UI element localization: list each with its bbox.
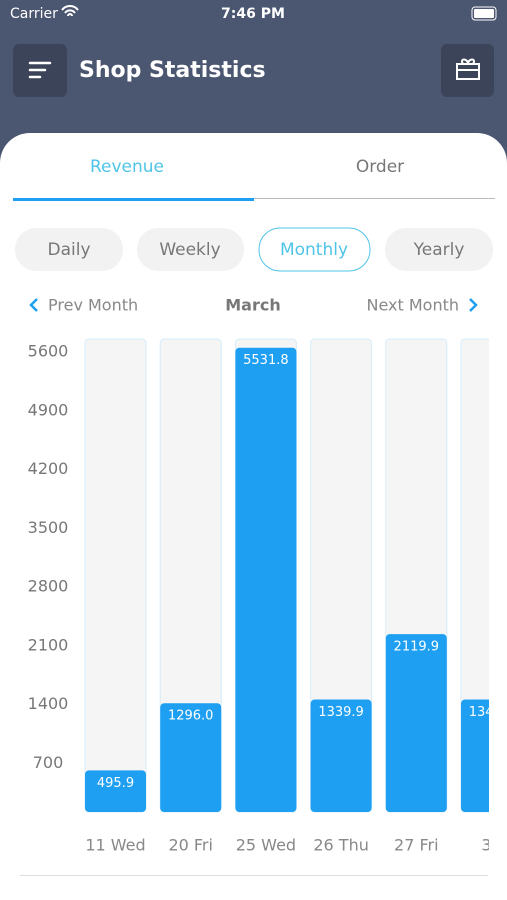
period-label: Yearly [413,240,465,260]
y-tick-label: 700 [33,753,64,772]
bar-track [84,338,147,813]
period-button[interactable] [15,228,123,271]
x-tick-label: 11 Wed [85,836,145,855]
page-title: Shop Statistics [79,58,266,83]
bar [160,703,222,812]
bar [235,347,297,812]
value-label: 495.9 [97,776,134,791]
y-tick-label: 3500 [28,518,69,537]
y-tick-label: 4200 [28,459,69,478]
clock: 7:46 PM [221,6,285,22]
next-month[interactable]: Next Month [366,296,459,315]
bar-track [460,338,489,813]
x-tick-label: 20 Fri [168,836,213,855]
y-tick-label: 2100 [28,635,69,654]
x-tick-label: 27 Fri [394,836,439,855]
y-tick-label: 4900 [28,400,69,419]
prev-month[interactable]: Prev Month [48,296,138,315]
value-label: 1339.9 [318,705,364,720]
value-label: 2119.9 [394,640,440,655]
value-label: 1296.0 [168,709,214,724]
tab[interactable]: Order [356,157,404,177]
period-button[interactable] [258,227,371,272]
x-tick-label: 30 [481,836,501,855]
value-label: 5531.8 [243,353,289,368]
chart: 700 1400 2100 2800 3500 4200 4900 5600 495.9 11 W… [28,338,507,855]
carrier: Carrier [10,6,58,22]
period-label: Weekly [159,240,220,260]
bar [310,699,372,812]
wifi-icon [61,5,79,17]
battery-level [474,9,494,18]
y-tick-label: 2800 [28,577,69,596]
x-tick-label: 25 Wed [236,836,296,855]
battery [471,6,497,21]
bar [385,634,447,812]
y-tick-label: 1400 [28,694,69,713]
tab[interactable]: Revenue [90,157,164,177]
menu-icon [28,61,52,79]
tab-indicator [13,198,254,201]
bottom-divider [20,875,488,876]
period-label: Monthly [280,240,348,260]
bar [85,770,146,812]
month: March [225,296,280,315]
period-button[interactable] [137,228,244,271]
nav-arrows[interactable] [29,298,478,312]
y-tick-label: 5600 [28,342,69,361]
bar [461,699,489,812]
period-button[interactable] [385,228,493,271]
gift-icon [456,58,480,80]
value-label: 1340.0 [469,705,507,720]
x-tick-label: 26 Thu [313,836,369,855]
period-label: Daily [47,240,90,260]
